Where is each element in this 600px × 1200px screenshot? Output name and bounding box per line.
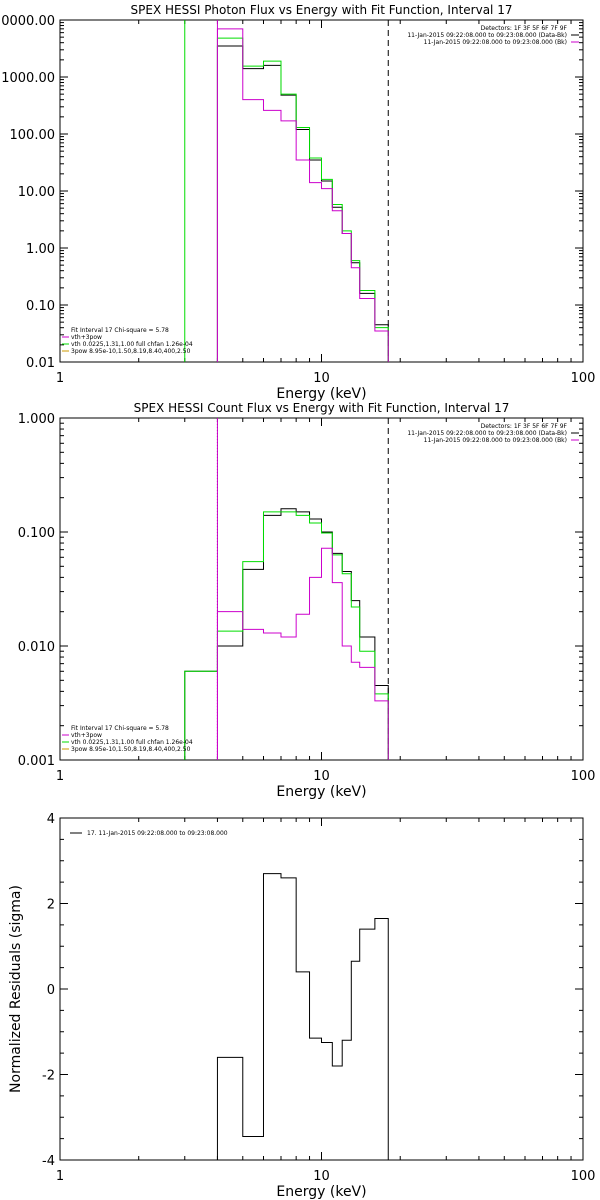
legend-text: 11-Jan-2015 09:22:08.000 to 09:23:08.000… <box>424 437 567 444</box>
y-tick-label: 100.00 <box>10 128 56 143</box>
y-tick-label: 0000.00 <box>1 14 55 29</box>
y-tick-label: 0 <box>47 983 55 998</box>
x-axis-label: Energy (keV) <box>276 1184 366 1200</box>
x-tick-label: 10 <box>313 1169 330 1184</box>
x-tick-label: 100 <box>571 769 596 784</box>
chart-title-2: SPEX HESSI Count Flux vs Energy with Fit… <box>134 401 510 415</box>
legend-text: vth+3pow <box>71 732 102 739</box>
x-axis-label: Energy (keV) <box>276 784 366 800</box>
legend-text: Fit Interval 17 Chi-square = 5.78 <box>71 327 169 334</box>
x-tick-label: 1 <box>56 769 64 784</box>
legend-text: 3pow 8.95e-10,1.50,8.19,8.40,400,2.50 <box>71 348 191 355</box>
legend-text: Detectors: 1F 3F 5F 6F 7F 9F <box>481 25 568 32</box>
y-axis-label: Normalized Residuals (sigma) <box>8 885 24 1093</box>
y-tick-label: 2 <box>47 898 55 913</box>
x-tick-label: 10 <box>313 769 330 784</box>
series-histogram-17-11-jan-2015-09-22-08-000-to-09-23-08-000 <box>216 873 389 1160</box>
legend-text: vth 0.0225,1.31,1.00 full chfan 1.26e-04 <box>71 739 193 746</box>
y-tick-label: 1.00 <box>26 242 55 257</box>
series-histogram-vth <box>184 511 389 760</box>
x-tick-label: 1 <box>56 371 64 386</box>
y-tick-label: -2 <box>42 1069 55 1084</box>
legend-text: 17. 11-Jan-2015 09:22:08.000 to 09:23:08… <box>87 830 228 837</box>
series-histogram-vth-3pow <box>216 547 389 760</box>
chart-title-1: SPEX HESSI Photon Flux vs Energy with Fi… <box>131 3 513 17</box>
legend-text: vth 0.0225,1.31,1.00 full chfan 1.26e-04 <box>71 341 193 348</box>
y-tick-label: 4 <box>47 812 55 827</box>
y-tick-label: 0.010 <box>18 640 55 655</box>
legend-text: 11-Jan-2015 09:22:08.000 to 09:23:08.000… <box>407 430 567 437</box>
y-tick-label: 0.001 <box>18 754 55 769</box>
y-tick-label: -4 <box>42 1154 55 1169</box>
legend-text: Detectors: 1F 3F 5F 6F 7F 9F <box>481 423 568 430</box>
series-histogram-vth-3pow <box>216 28 389 362</box>
x-tick-label: 100 <box>571 1169 596 1184</box>
y-tick-label: 1000.00 <box>1 71 55 86</box>
series-histogram-data <box>184 508 389 760</box>
plot-frame-1 <box>59 19 584 363</box>
y-tick-label: 10.00 <box>18 185 55 200</box>
y-tick-label: 1.000 <box>18 412 55 427</box>
legend-text: 11-Jan-2015 09:22:08.000 to 09:23:08.000… <box>424 39 567 46</box>
plot-frame-2 <box>59 417 584 761</box>
x-tick-label: 1 <box>56 1169 64 1184</box>
plot-frame-3 <box>59 817 584 1161</box>
legend-text: vth+3pow <box>71 334 102 341</box>
x-tick-label: 100 <box>571 371 596 386</box>
x-tick-label: 10 <box>313 371 330 386</box>
legend-text: 11-Jan-2015 09:22:08.000 to 09:23:08.000… <box>407 32 567 39</box>
y-tick-label: 0.100 <box>18 526 55 541</box>
y-tick-label: 0.01 <box>26 356 55 371</box>
y-tick-label: 0.10 <box>26 299 55 314</box>
x-axis-label: Energy (keV) <box>276 386 366 402</box>
legend-text: Fit Interval 17 Chi-square = 5.78 <box>71 725 169 732</box>
legend-text: 3pow 8.95e-10,1.50,8.19,8.40,400,2.50 <box>71 746 191 753</box>
